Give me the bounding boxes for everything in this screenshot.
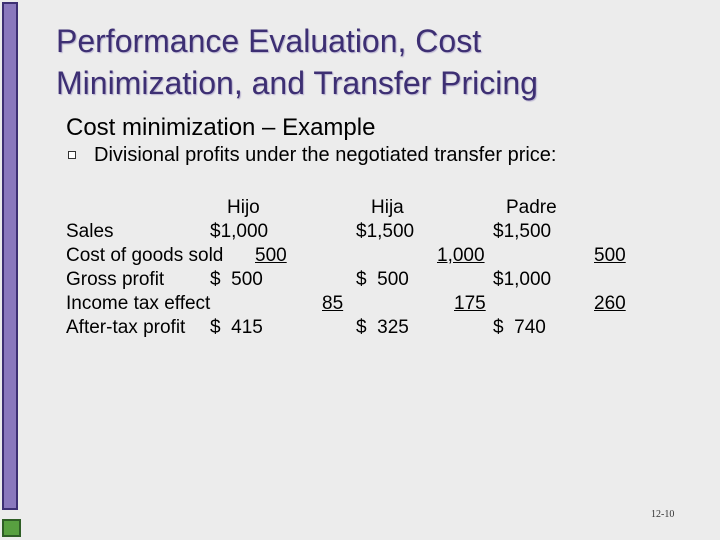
bullet-text: Divisional profits under the negotiated … xyxy=(94,144,557,166)
row-label-income-tax: Income tax effect xyxy=(66,293,211,314)
section-heading: Cost minimization – Example xyxy=(66,114,376,141)
cogs-hija: 1,000 xyxy=(437,245,485,266)
title-line-1: Performance Evaluation, Cost xyxy=(56,23,482,59)
row-label-gross-profit: Gross profit xyxy=(66,269,165,290)
sales-hijo: $1,000 xyxy=(210,221,269,242)
sales-hija: $1,500 xyxy=(356,221,415,242)
left-accent-bar xyxy=(2,2,18,510)
cogs-hijo: 500 xyxy=(255,245,287,266)
tax-hijo: 85 xyxy=(322,293,344,314)
cogs-padre: 500 xyxy=(594,245,626,266)
slide-title: Performance Evaluation, Cost Minimizatio… xyxy=(56,20,696,104)
after-padre: $ 740 xyxy=(493,317,546,338)
slide-number: 12-10 xyxy=(651,509,675,520)
corner-square-decoration xyxy=(2,519,21,537)
header-hijo: Hijo xyxy=(227,197,260,218)
row-label-after-tax: After-tax profit xyxy=(66,317,186,338)
row-label-cogs: Cost of goods sold xyxy=(66,245,224,266)
title-line-2: Minimization, and Transfer Pricing xyxy=(56,65,538,101)
header-hija: Hija xyxy=(371,197,404,218)
row-label-sales: Sales xyxy=(66,221,114,242)
after-hija: $ 325 xyxy=(356,317,409,338)
gross-padre: $1,000 xyxy=(493,269,552,290)
after-hijo: $ 415 xyxy=(210,317,263,338)
tax-padre: 260 xyxy=(594,293,626,314)
tax-hija: 175 xyxy=(454,293,486,314)
square-bullet-icon xyxy=(68,151,76,159)
gross-hija: $ 500 xyxy=(356,269,409,290)
header-padre: Padre xyxy=(506,197,557,218)
gross-hijo: $ 500 xyxy=(210,269,263,290)
sales-padre: $1,500 xyxy=(493,221,552,242)
